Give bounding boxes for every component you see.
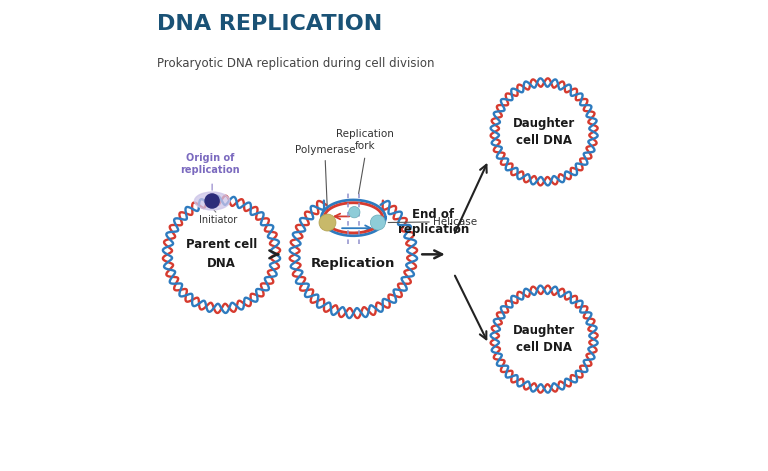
Circle shape [370,215,386,230]
Circle shape [205,194,219,208]
Text: Origin of
replication: Origin of replication [180,154,240,175]
Text: Replication: Replication [311,257,396,270]
Text: Polymerase: Polymerase [295,146,356,155]
Circle shape [349,206,360,218]
Text: cell DNA: cell DNA [516,134,572,147]
Text: Daughter: Daughter [513,324,575,337]
Text: cell DNA: cell DNA [516,341,572,354]
Text: Initiator: Initiator [199,215,237,225]
Text: DNA: DNA [207,257,236,270]
Ellipse shape [194,192,230,210]
Text: DNA REPLICATION: DNA REPLICATION [157,14,382,34]
Text: Replication
fork: Replication fork [336,129,394,151]
Text: End of
replication: End of replication [398,208,469,236]
Text: Prokaryotic DNA replication during cell division: Prokaryotic DNA replication during cell … [157,57,435,70]
Text: Daughter: Daughter [513,117,575,130]
Text: Helicase: Helicase [433,217,478,227]
Text: Parent cell: Parent cell [186,238,257,252]
Circle shape [319,214,336,231]
